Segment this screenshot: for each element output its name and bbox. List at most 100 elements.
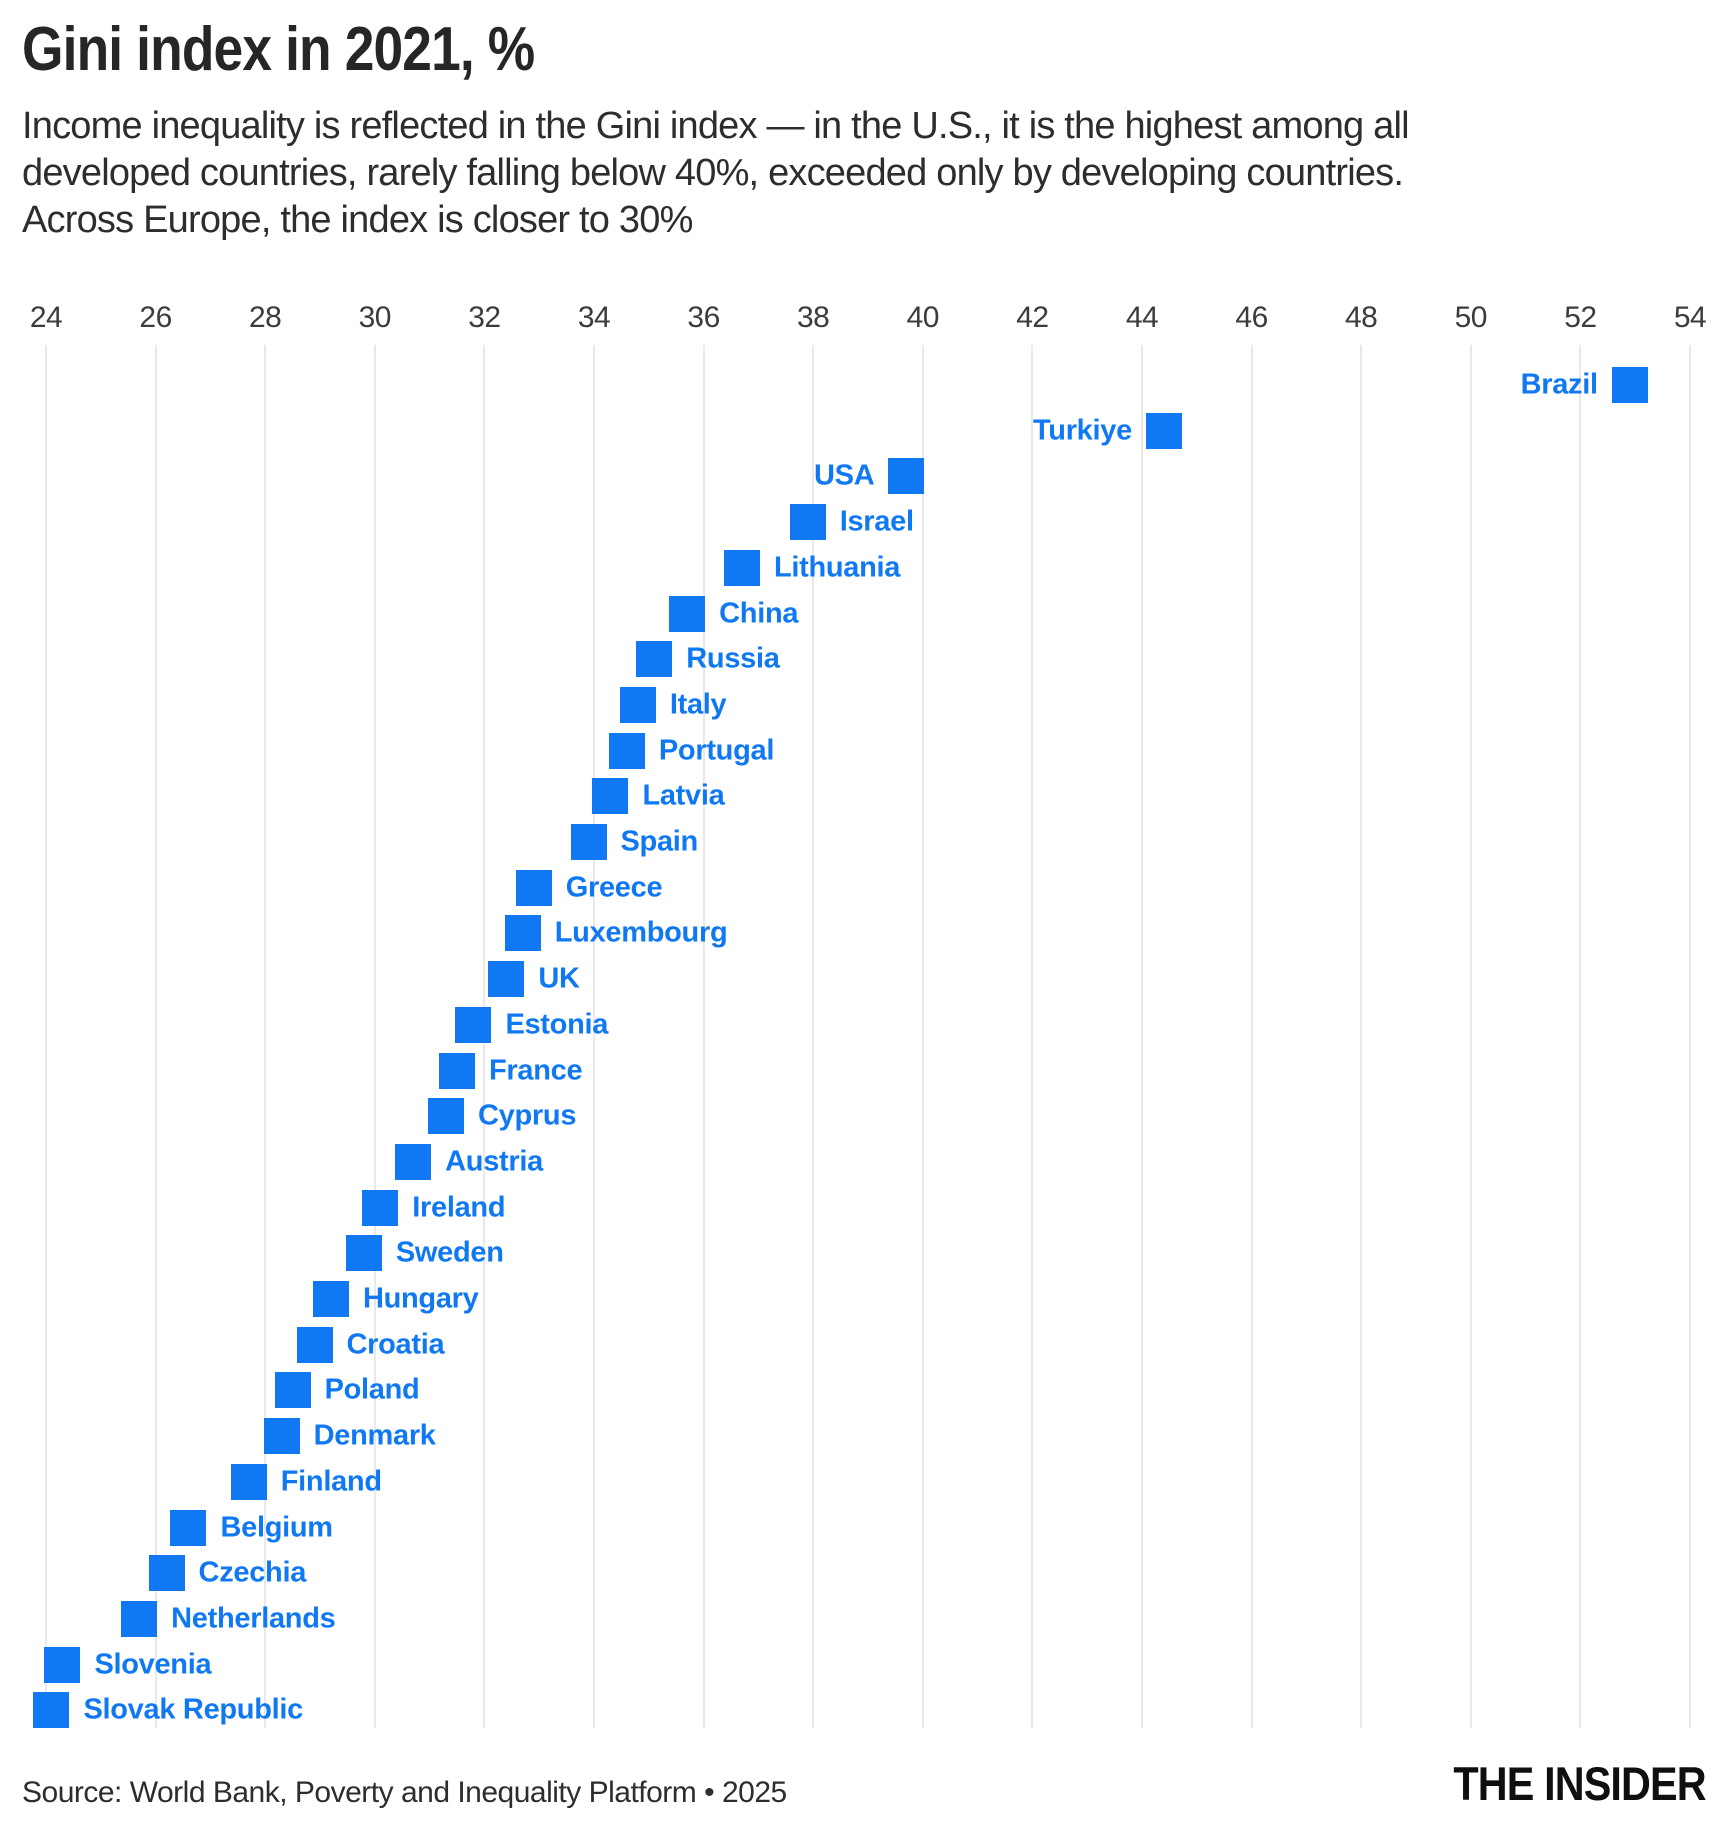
marker-austria bbox=[395, 1143, 432, 1180]
country-label-hungary: Hungary bbox=[362, 1282, 479, 1315]
marker-france bbox=[439, 1052, 475, 1089]
country-label-italy: Italy bbox=[669, 688, 727, 721]
x-tick-44: 44 bbox=[1125, 301, 1159, 334]
gridline-36 bbox=[702, 345, 705, 1728]
country-label-austria: Austria bbox=[445, 1145, 543, 1178]
country-label-denmark: Denmark bbox=[313, 1419, 436, 1452]
country-label-uk: UK bbox=[538, 962, 580, 995]
marker-luxembourg bbox=[504, 915, 541, 952]
country-label-slovenia: Slovenia bbox=[94, 1648, 212, 1681]
x-tick-38: 38 bbox=[797, 301, 830, 334]
x-tick-42: 42 bbox=[1016, 301, 1049, 334]
subtitle-line-2: developed countries, rarely falling belo… bbox=[22, 152, 1404, 194]
marker-croatia bbox=[296, 1326, 333, 1363]
country-label-czechia: Czechia bbox=[198, 1556, 307, 1589]
gridline-46 bbox=[1250, 345, 1253, 1728]
marker-cyprus bbox=[428, 1098, 465, 1135]
country-label-ireland: Ireland bbox=[412, 1191, 506, 1224]
x-tick-28: 28 bbox=[249, 301, 282, 334]
gridline-54 bbox=[1689, 345, 1691, 1728]
gridline-48 bbox=[1360, 345, 1363, 1728]
country-label-slovak-republic: Slovak Republic bbox=[83, 1693, 303, 1726]
marker-slovenia bbox=[44, 1646, 81, 1683]
marker-netherlands bbox=[121, 1600, 158, 1637]
country-label-france: France bbox=[489, 1054, 583, 1086]
x-tick-52: 52 bbox=[1564, 301, 1597, 334]
marker-uk bbox=[488, 961, 525, 998]
x-tick-48: 48 bbox=[1345, 301, 1378, 334]
marker-ireland bbox=[362, 1189, 399, 1226]
x-tick-24: 24 bbox=[29, 301, 63, 334]
marker-belgium bbox=[170, 1509, 207, 1546]
country-label-poland: Poland bbox=[324, 1373, 420, 1406]
country-label-croatia: Croatia bbox=[346, 1328, 445, 1361]
country-label-netherlands: Netherlands bbox=[171, 1602, 336, 1635]
subtitle-line-3: Across Europe, the index is closer to 30… bbox=[22, 199, 693, 241]
country-label-usa: USA bbox=[814, 459, 875, 492]
marker-slovak-republic bbox=[33, 1692, 70, 1729]
country-label-russia: Russia bbox=[686, 642, 780, 675]
gridline-26 bbox=[154, 345, 157, 1728]
marker-israel bbox=[789, 504, 826, 541]
country-label-estonia: Estonia bbox=[505, 1008, 609, 1041]
gridline-52 bbox=[1579, 345, 1582, 1728]
country-label-latvia: Latvia bbox=[642, 779, 725, 812]
marker-denmark bbox=[263, 1418, 300, 1455]
x-tick-26: 26 bbox=[139, 301, 172, 334]
marker-sweden bbox=[345, 1235, 382, 1272]
gridline-30 bbox=[373, 345, 376, 1728]
country-label-turkiye: Turkiye bbox=[1033, 414, 1132, 447]
x-tick-36: 36 bbox=[687, 301, 720, 334]
gridline-28 bbox=[264, 345, 267, 1728]
x-tick-30: 30 bbox=[358, 301, 392, 334]
x-tick-46: 46 bbox=[1235, 301, 1268, 334]
gridline-40 bbox=[921, 345, 924, 1728]
country-label-china: China bbox=[719, 597, 799, 629]
marker-greece bbox=[515, 869, 552, 906]
marker-hungary bbox=[312, 1281, 349, 1317]
chart-subtitle: Income inequality is reflected in the Gi… bbox=[22, 103, 1410, 244]
x-tick-50: 50 bbox=[1454, 301, 1488, 334]
country-label-luxembourg: Luxembourg bbox=[554, 916, 728, 949]
marker-estonia bbox=[455, 1006, 492, 1043]
country-label-lithuania: Lithuania bbox=[773, 551, 901, 584]
country-label-belgium: Belgium bbox=[220, 1511, 333, 1543]
x-tick-34: 34 bbox=[577, 301, 611, 334]
marker-poland bbox=[274, 1372, 311, 1409]
marker-finland bbox=[230, 1463, 267, 1500]
marker-lithuania bbox=[723, 549, 760, 586]
country-label-israel: Israel bbox=[839, 505, 914, 538]
country-label-greece: Greece bbox=[565, 871, 663, 904]
country-label-cyprus: Cyprus bbox=[478, 1099, 577, 1132]
country-label-finland: Finland bbox=[280, 1465, 382, 1498]
gridline-24 bbox=[45, 345, 47, 1728]
marker-italy bbox=[619, 686, 656, 723]
source-note: Source: World Bank, Poverty and Inequali… bbox=[22, 1776, 787, 1809]
marker-turkiye bbox=[1145, 412, 1182, 449]
marker-china bbox=[669, 595, 706, 632]
gridline-44 bbox=[1141, 345, 1143, 1728]
gridline-42 bbox=[1031, 345, 1034, 1728]
gridline-50 bbox=[1469, 345, 1472, 1728]
marker-spain bbox=[570, 824, 607, 860]
x-tick-40: 40 bbox=[906, 301, 940, 334]
chart-title: Gini index in 2021, % bbox=[22, 15, 535, 84]
country-label-spain: Spain bbox=[620, 825, 699, 858]
publisher-logo: THE INSIDER bbox=[1453, 1757, 1707, 1810]
marker-brazil bbox=[1611, 367, 1648, 403]
country-label-brazil: Brazil bbox=[1520, 368, 1598, 401]
country-label-sweden: Sweden bbox=[395, 1236, 504, 1269]
marker-russia bbox=[636, 641, 673, 678]
marker-latvia bbox=[592, 778, 629, 815]
x-tick-54: 54 bbox=[1673, 301, 1707, 334]
subtitle-line-1: Income inequality is reflected in the Gi… bbox=[22, 105, 1410, 147]
country-label-portugal: Portugal bbox=[658, 734, 775, 767]
marker-czechia bbox=[148, 1555, 185, 1592]
marker-usa bbox=[888, 458, 925, 495]
gridline-38 bbox=[812, 345, 815, 1728]
x-tick-32: 32 bbox=[468, 301, 501, 334]
marker-portugal bbox=[608, 732, 645, 769]
gridline-34 bbox=[593, 345, 595, 1728]
